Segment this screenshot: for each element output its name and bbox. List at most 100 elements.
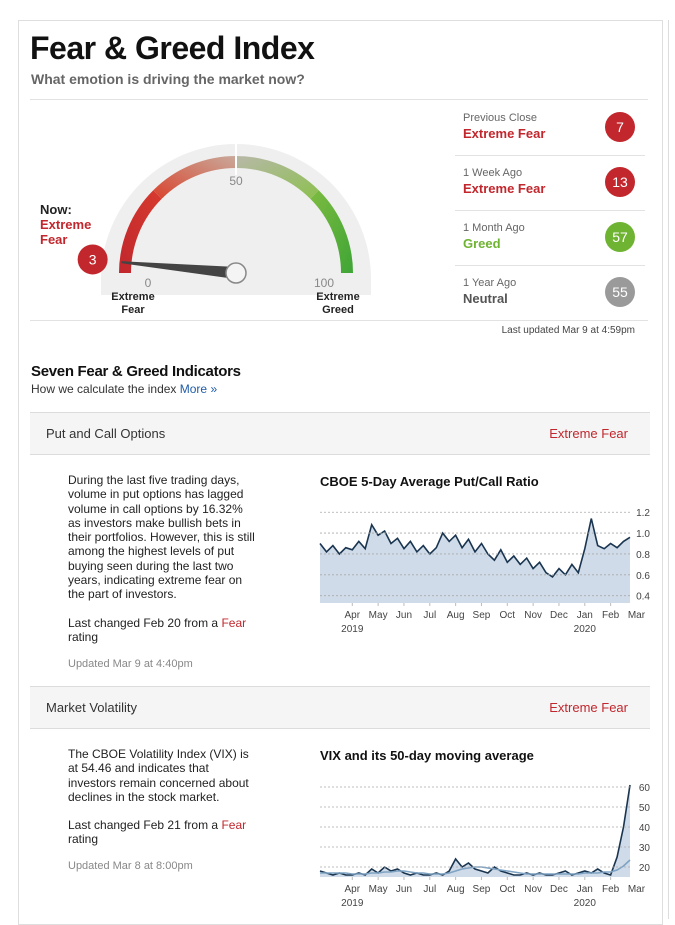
chart: VIX and its 50-day moving average 20 30 40 5… [319,748,651,909]
gauge-tick-label: 100 [314,276,334,290]
history-value: 55 [605,277,635,307]
gauge-band [119,190,162,273]
x-tick-label: Apr [345,884,361,895]
gauge-value: 3 [89,251,97,267]
x-tick-label: Mar [628,884,646,895]
indicator-text: During the last five trading days, volum… [68,473,255,602]
now-status: Extreme Fear [40,217,92,247]
updated-time: Updated Mar 8 at 8:00pm [68,860,193,872]
page-subtitle: What emotion is driving the market now? [31,71,305,87]
x-year-label: 2019 [341,898,364,909]
gauge-band [310,190,353,273]
y-tick-label: 1.0 [636,529,650,540]
indicator-text: The CBOE Volatility Index (VIX) is at 54… [68,747,249,804]
indicator-header: Put and Call Options Extreme Fear [30,412,650,455]
last-updated: Last updated Mar 9 at 4:59pm [501,325,635,336]
x-tick-label: Apr [345,610,361,621]
history-status: Extreme Fear [463,181,546,196]
chart-line [320,859,631,875]
divider [455,155,645,156]
y-tick-label: 0.4 [636,592,650,603]
gauge: 0 50 100 3 [77,136,371,295]
indicator-header: Market Volatility Extreme Fear [30,686,650,729]
last-changed: Last changed Feb 21 from a Fear rating [68,818,268,847]
last-changed-rating: Fear [221,616,247,630]
gauge-low-label: Extreme Fear [111,291,155,316]
history-label: 1 Week Ago [463,167,523,179]
divider [30,320,648,321]
more-link[interactable]: More » [179,382,218,396]
x-tick-label: Sep [473,610,491,621]
updated-time: Updated Mar 9 at 4:40pm [68,658,193,670]
x-year-label: 2019 [341,624,364,635]
last-changed-text: Last changed Feb 21 from a [68,818,219,832]
indicator-status: Extreme Fear [549,700,628,715]
indicator-status: Extreme Fear [549,426,628,441]
page-title: Fear & Greed Index [30,30,315,66]
chart: CBOE 5-Day Average Put/Call Ratio 0.4 0.6 0… [319,474,650,635]
history-status: Greed [463,236,501,251]
divider [455,210,645,211]
gauge-hub [225,262,247,284]
gauge-value-marker [77,244,108,275]
x-tick-label: Aug [447,610,465,621]
gauge-high-label: Extreme Greed [316,291,360,316]
x-tick-label: Jan [577,610,593,621]
x-tick-label: Mar [628,610,646,621]
x-tick-label: Sep [473,884,491,895]
x-tick-label: May [369,884,388,895]
indicators-subtitle: How we calculate the index More » [31,382,217,396]
last-changed: Last changed Feb 20 from a Fear rating [68,616,268,645]
x-tick-label: Jun [396,610,412,621]
last-changed-text: Last changed Feb 20 from a [68,616,219,630]
gauge-tick-label: 0 [145,276,152,290]
gauge-band [236,156,319,199]
x-tick-label: Jul [423,610,436,621]
history-label: 1 Month Ago [463,222,525,234]
x-tick-label: Oct [500,610,516,621]
history-value: 57 [605,222,635,252]
indicators-title: Seven Fear & Greed Indicators [31,363,241,380]
y-tick-label: 30 [639,843,651,854]
gauge-needle [121,261,237,279]
y-tick-label: 60 [639,783,651,794]
y-tick-label: 50 [639,803,651,814]
x-tick-label: Jul [423,884,436,895]
x-tick-label: Nov [524,884,542,895]
side-border [668,20,669,919]
gauge-band [153,156,236,199]
chart-area [320,785,630,877]
history-status: Extreme Fear [463,126,546,141]
history-value: 13 [605,167,635,197]
chart-area [320,518,630,603]
subtitle-text: How we calculate the index [31,382,177,396]
x-year-label: 2020 [574,898,597,909]
history-value: 7 [605,112,635,142]
x-tick-label: Jan [577,884,593,895]
divider [30,99,648,100]
indicator-name: Market Volatility [46,700,138,715]
x-tick-label: Dec [550,610,568,621]
gauge-tick-label: 50 [229,174,243,188]
x-tick-label: May [369,610,388,621]
last-changed-rating: Fear [221,818,247,832]
x-tick-label: Feb [602,884,620,895]
history-status: Neutral [463,291,508,306]
divider [455,265,645,266]
now-label: Now: [40,202,72,217]
y-tick-label: 0.8 [636,550,650,561]
history-label: Previous Close [463,112,537,124]
indicator-name: Put and Call Options [46,426,166,441]
history-label: 1 Year Ago [463,277,517,289]
x-tick-label: Nov [524,610,542,621]
x-tick-label: Dec [550,884,568,895]
y-tick-label: 0.6 [636,571,650,582]
last-changed-suffix: rating [68,630,99,645]
chart-title: VIX and its 50-day moving average [320,748,534,763]
x-tick-label: Jun [396,884,412,895]
last-changed-suffix: rating [68,832,99,847]
chart-line [319,518,631,578]
y-tick-label: 40 [639,823,651,834]
chart-title: CBOE 5-Day Average Put/Call Ratio [320,474,539,489]
